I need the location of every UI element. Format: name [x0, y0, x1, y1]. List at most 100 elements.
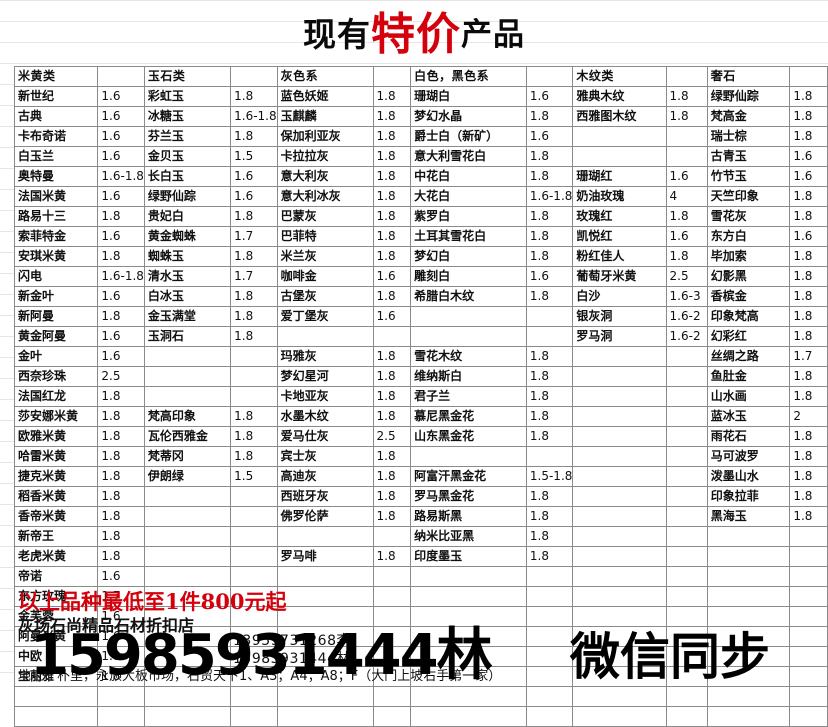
cell-price-c1-r28[interactable]: 1.6 — [97, 626, 145, 647]
cell-product-c5-r20[interactable] — [572, 466, 667, 487]
cell-price-c5-r1[interactable]: 1.8 — [665, 86, 708, 107]
table-row[interactable]: 西奈珍珠 2.5 梦幻星河 1.8 维纳斯白 1.8 鱼肚金 1.8 — [13, 366, 828, 387]
cell-product-c2-r5[interactable]: 长白玉 — [143, 166, 232, 187]
cell-product-c5-r22[interactable] — [572, 506, 667, 527]
cell-product-c5-r26[interactable] — [572, 586, 667, 607]
cell-price-c6-r17[interactable]: 2 — [789, 406, 828, 427]
cell-price-c6-r27[interactable] — [789, 606, 828, 627]
cell-product-c3-r3[interactable]: 保加利亚灰 — [276, 126, 374, 147]
cell-price-c1-r24[interactable]: 1.8 — [97, 546, 145, 567]
cell-product-c3-r15[interactable]: 梦幻星河 — [276, 366, 374, 387]
cell-price-c5-r12[interactable]: 1.6-2 — [665, 306, 708, 327]
cell-product-c1-r7[interactable]: 路易十三 — [13, 206, 99, 227]
table-row[interactable]: 索菲特金 1.6 黄金蜘蛛 1.7 巴菲特 1.8 土耳其雪花白 1.8 凯悦红 1.6 东方白 1.… — [13, 226, 828, 247]
cell-product-c2-r7[interactable]: 贵妃白 — [143, 206, 232, 227]
cell-product-c1-r28[interactable]: 阿曼米黄 — [13, 626, 99, 647]
cell-product-c5-r21[interactable] — [572, 486, 667, 507]
cell-product-c5-r17[interactable] — [572, 406, 667, 427]
cell-price-c2-r8[interactable]: 1.7 — [230, 226, 278, 247]
cell-product-c5-r11[interactable]: 白沙 — [572, 286, 667, 307]
cell-product-c3-r24[interactable]: 罗马啡 — [276, 546, 374, 567]
cell-price-c5-r20[interactable] — [665, 466, 708, 487]
cell-price-c4-r29[interactable] — [525, 646, 574, 667]
cell-product-c5-r32[interactable] — [572, 706, 667, 727]
cell-product-c3-r32[interactable] — [276, 706, 374, 727]
cell-price-c6-r29[interactable] — [789, 646, 828, 667]
table-row[interactable]: 中欧 1.8 — [13, 646, 828, 667]
cell-price-c4-r13[interactable] — [525, 326, 574, 347]
cell-price-c4-r7[interactable]: 1.8 — [525, 206, 574, 227]
cell-product-c1-r26[interactable]: 东方玫瑰 — [13, 586, 99, 607]
cell-product-c6-r16[interactable]: 山水画 — [706, 386, 791, 407]
cell-product-c1-r5[interactable]: 奥特曼 — [13, 166, 99, 187]
cell-product-c2-r18[interactable]: 瓦伦西雅金 — [143, 426, 232, 447]
cell-product-c2-r22[interactable] — [143, 506, 232, 527]
cell-price-c5-r11[interactable]: 1.6-3 — [665, 286, 708, 307]
cell-price-c4-r27[interactable] — [525, 606, 574, 627]
cell-price-c6-r14[interactable]: 1.7 — [789, 346, 828, 367]
cell-product-c4-r18[interactable]: 山东黑金花 — [410, 426, 527, 447]
cell-product-c6-r7[interactable]: 雪花灰 — [706, 206, 791, 227]
cell-price-c6-r28[interactable] — [789, 626, 828, 647]
cell-product-c2-r10[interactable]: 清水玉 — [143, 266, 232, 287]
cell-product-c1-r31[interactable] — [13, 686, 99, 707]
cell-product-c4-r5[interactable]: 中花白 — [410, 166, 527, 187]
table-row[interactable]: 闪电 1.6-1.8 清水玉 1.7 咖啡金 1.6 雕刻白 1.6 葡萄牙米黄 2.5 幻影黑 1.… — [13, 266, 828, 287]
cell-product-c4-r22[interactable]: 路易斯黑 — [410, 506, 527, 527]
cell-price-c2-r1[interactable]: 1.8 — [230, 86, 278, 107]
cell-price-c3-r4[interactable]: 1.8 — [372, 146, 412, 167]
cell-product-c6-r8[interactable]: 东方白 — [706, 226, 791, 247]
cell-price-c4-r3[interactable]: 1.6 — [525, 126, 574, 147]
cell-product-c2-r30[interactable] — [143, 666, 232, 687]
cell-price-c4-r24[interactable]: 1.8 — [525, 546, 574, 567]
cell-price-c1-r9[interactable]: 1.8 — [97, 246, 145, 267]
cell-product-c6-r18[interactable]: 雨花石 — [706, 426, 791, 447]
cell-price-c4-r18[interactable]: 1.8 — [525, 426, 574, 447]
cell-price-c5-r27[interactable] — [665, 606, 708, 627]
cell-product-c3-r14[interactable]: 玛雅灰 — [276, 346, 374, 367]
cell-price-c4-r12[interactable] — [525, 306, 574, 327]
cell-product-c5-r19[interactable] — [572, 446, 667, 467]
table-row[interactable]: 新世纪 1.6 彩虹玉 1.8 蓝色妖姬 1.8 珊瑚白 1.6 雅典木纹 1.8 绿野仙踪 1.8 — [13, 86, 828, 107]
cell-price-c6-r11[interactable]: 1.8 — [789, 286, 828, 307]
cell-price-c6-r20[interactable]: 1.8 — [789, 466, 828, 487]
cell-product-c6-r25[interactable] — [706, 566, 791, 587]
cell-product-c2-r13[interactable]: 玉洞石 — [143, 326, 232, 347]
table-row[interactable]: 稻香米黄 1.8 西班牙灰 1.8 罗马黑金花 1.8 印象拉菲 1.8 — [13, 486, 828, 507]
cell-product-c4-r2[interactable]: 梦幻水晶 — [410, 106, 527, 127]
cell-product-c1-r11[interactable]: 新金叶 — [13, 286, 99, 307]
cell-product-c2-r12[interactable]: 金玉满堂 — [143, 306, 232, 327]
table-row[interactable]: 新帝王 1.8 纳米比亚黑 1.8 — [13, 526, 828, 547]
cell-product-c1-r20[interactable]: 捷克米黄 — [13, 466, 99, 487]
cell-product-c5-r28[interactable] — [572, 626, 667, 647]
cell-price-c3-r7[interactable]: 1.8 — [372, 206, 412, 227]
cell-price-c1-r11[interactable]: 1.6 — [97, 286, 145, 307]
cell-price-c3-r20[interactable]: 1.8 — [372, 466, 412, 487]
cell-product-c5-r23[interactable] — [572, 526, 667, 547]
cell-product-c3-r29[interactable] — [276, 646, 374, 667]
cell-price-c4-r1[interactable]: 1.6 — [525, 86, 574, 107]
cell-product-c4-r21[interactable]: 罗马黑金花 — [410, 486, 527, 507]
cell-price-c2-r11[interactable]: 1.8 — [230, 286, 278, 307]
cell-product-c4-r25[interactable] — [410, 566, 527, 587]
cell-price-c2-r30[interactable] — [230, 666, 278, 687]
cell-price-c2-r9[interactable]: 1.8 — [230, 246, 278, 267]
cell-product-c4-r16[interactable]: 君子兰 — [410, 386, 527, 407]
cell-price-c4-r14[interactable]: 1.8 — [525, 346, 574, 367]
cell-price-c1-r25[interactable]: 1.6 — [97, 566, 145, 587]
cell-product-c1-r24[interactable]: 老虎米黄 — [13, 546, 99, 567]
cell-product-c5-r5[interactable]: 珊瑚红 — [572, 166, 667, 187]
cell-product-c5-r13[interactable]: 罗马洞 — [572, 326, 667, 347]
cell-price-c3-r15[interactable]: 1.8 — [372, 366, 412, 387]
cell-product-c6-r6[interactable]: 天竺印象 — [706, 186, 791, 207]
cell-price-c2-r31[interactable] — [230, 686, 278, 707]
table-row[interactable]: 哈雷米黄 1.8 梵蒂冈 1.8 宾士灰 1.8 马可波罗 1.8 — [13, 446, 828, 467]
cell-product-c1-r14[interactable]: 金叶 — [13, 346, 99, 367]
cell-price-c3-r1[interactable]: 1.8 — [372, 86, 412, 107]
cell-product-c6-r26[interactable] — [706, 586, 791, 607]
cell-price-c1-r6[interactable]: 1.6 — [97, 186, 145, 207]
table-row[interactable]: 路易十三 1.8 贵妃白 1.8 巴蒙灰 1.8 紫罗白 1.8 玫瑰红 1.8 雪花灰 1.8 — [13, 206, 828, 227]
cell-product-c4-r27[interactable] — [410, 606, 527, 627]
cell-price-c2-r4[interactable]: 1.5 — [230, 146, 278, 167]
cell-product-c3-r21[interactable]: 西班牙灰 — [276, 486, 374, 507]
